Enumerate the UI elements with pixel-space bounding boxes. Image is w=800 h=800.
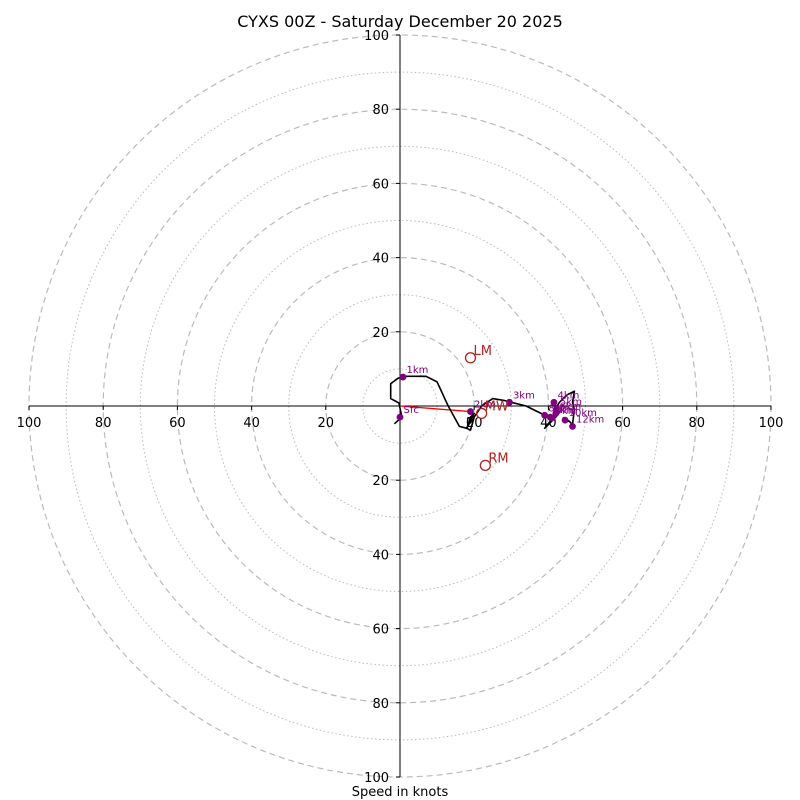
height-label-sfc: Sfc bbox=[404, 405, 419, 416]
y-tick-label: 60 bbox=[372, 177, 389, 192]
motion-label-lm: LM bbox=[473, 344, 491, 359]
height-point-9km bbox=[548, 414, 556, 422]
height-label-7km: 7km bbox=[554, 405, 576, 416]
x-axis-label: Speed in knots bbox=[352, 785, 449, 800]
x-tick-label: 100 bbox=[759, 416, 784, 431]
height-point-12km bbox=[569, 423, 576, 430]
motion-label-mw: MW bbox=[485, 399, 509, 414]
height-point-6km bbox=[552, 410, 560, 417]
height-label-3km: 3km bbox=[513, 390, 535, 401]
x-tick-label: 60 bbox=[169, 416, 186, 431]
height-label-4km: 4km bbox=[557, 390, 579, 401]
chart-title: CYXS 00Z - Saturday December 20 2025 bbox=[237, 12, 563, 31]
motion-marker-rm bbox=[479, 459, 491, 472]
y-tick-label: 100 bbox=[364, 29, 389, 44]
motion-marker-lm bbox=[464, 352, 477, 364]
mean-wind-vector bbox=[399, 405, 471, 413]
height-label-2km: 2km bbox=[474, 400, 496, 411]
y-tick-label: 80 bbox=[372, 697, 389, 712]
height-point-2km bbox=[467, 408, 474, 415]
y-tick-label: 40 bbox=[372, 252, 389, 267]
motion-label-rm: RM bbox=[488, 451, 508, 466]
x-tick-label: 20 bbox=[318, 416, 335, 431]
y-tick-label: 40 bbox=[372, 548, 389, 563]
hodograph-trace bbox=[389, 375, 576, 431]
y-tick-label: 60 bbox=[372, 623, 389, 638]
y-tick-label: 100 bbox=[364, 771, 389, 786]
x-tick-label: 80 bbox=[95, 416, 112, 431]
x-tick-label: 80 bbox=[689, 416, 706, 431]
height-point-1km bbox=[399, 373, 407, 381]
height-label-5km: 5km bbox=[560, 397, 582, 408]
y-tick-label: 20 bbox=[372, 474, 389, 489]
height-point-sfc bbox=[396, 413, 404, 421]
x-tick-label: 60 bbox=[614, 416, 631, 431]
y-ticks: 100 80 60 40 20 20 40 60 80 100 bbox=[364, 29, 400, 786]
x-tick-label: 100 bbox=[17, 416, 42, 431]
height-label-8km: 8km bbox=[548, 403, 570, 414]
height-label-1km: 1km bbox=[406, 365, 428, 376]
y-tick-label: 80 bbox=[372, 103, 389, 118]
motion-marker-mw bbox=[475, 407, 488, 420]
y-tick-label: 20 bbox=[372, 326, 389, 341]
height-point-8km bbox=[541, 411, 549, 419]
height-label-10km: 10km bbox=[569, 408, 597, 419]
height-point-3km bbox=[506, 398, 513, 406]
height-label-9km: 9km bbox=[556, 406, 578, 417]
height-label-6km: 6km bbox=[559, 401, 581, 412]
height-label-12km: 12km bbox=[576, 414, 604, 425]
height-point-10km bbox=[561, 416, 569, 424]
x-tick-label: 40 bbox=[243, 416, 260, 431]
height-point-4km bbox=[550, 398, 558, 406]
